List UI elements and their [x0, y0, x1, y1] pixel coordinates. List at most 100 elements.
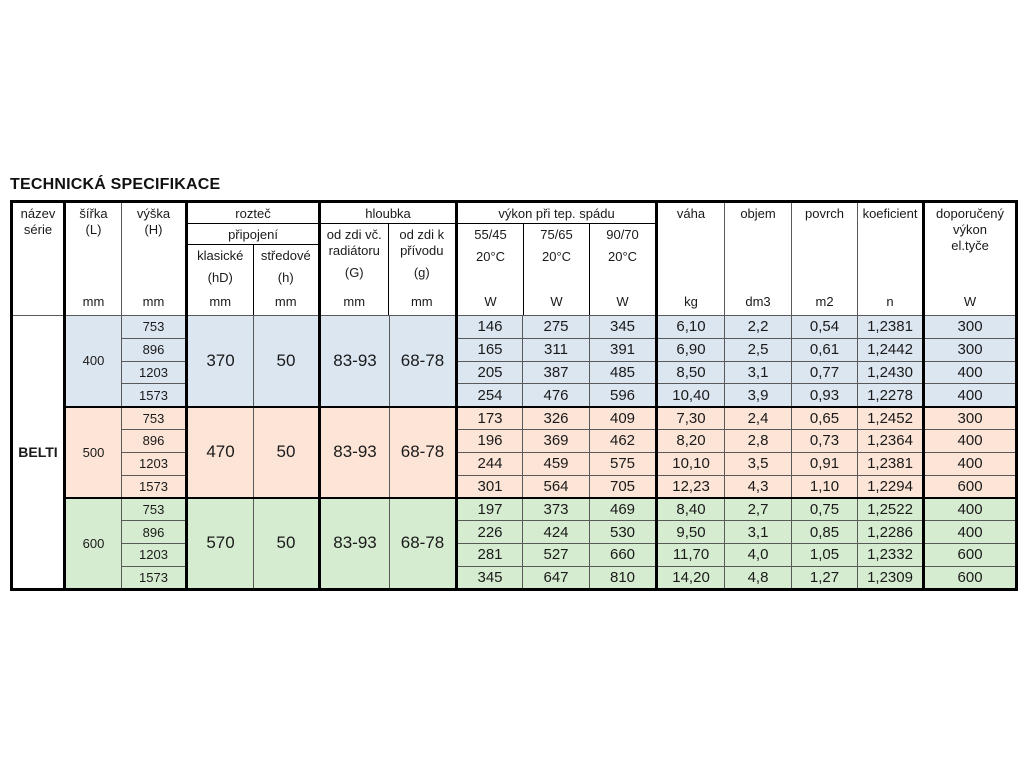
power-7565-cell: 647 — [522, 565, 591, 590]
depth-wall-line1: od zdi vč. — [326, 227, 382, 242]
width-cell: 400 — [64, 314, 122, 408]
coefficient-header-unit: n — [886, 294, 894, 309]
volume-cell: 4,0 — [724, 542, 793, 567]
series-name-cell: BELTI — [11, 315, 66, 590]
volume-cell: 4,3 — [724, 474, 793, 499]
power-7565-cell: 311 — [522, 337, 591, 362]
power-7565-cell: 387 — [522, 360, 591, 385]
surface-cell: 1,27 — [791, 565, 859, 590]
surface-cell: 0,54 — [791, 315, 859, 339]
table-row: BELTI 400 753 370 50 83-93 68-78 146 275 345 6,10 2… — [11, 314, 1018, 590]
weight-header-unit: kg — [684, 294, 698, 309]
depth-supply-cell: 68-78 — [388, 314, 459, 408]
pitch-classic-unit: mm — [209, 294, 232, 309]
height-header-unit: mm — [142, 294, 165, 309]
power-7565-temp: 20°C — [541, 249, 572, 264]
weight-cell: 9,50 — [656, 520, 726, 544]
coefficient-cell: 1,2522 — [857, 496, 926, 522]
power-5545-cell: 173 — [456, 405, 524, 430]
width-cell: 500 — [64, 405, 122, 499]
table-row: 1573 345 647 810 14,20 4,8 1,27 1,2309 600 — [12, 565, 1018, 590]
power-9070-cell: 596 — [589, 383, 659, 408]
depth-subcolumns: od zdi vč. radiátoru (G) mm od zdi k pří… — [321, 224, 454, 315]
power-7565-cell: 326 — [522, 405, 591, 430]
surface-header-label: povrch — [805, 206, 845, 221]
height-cell: 1203 — [121, 542, 188, 567]
pitch-classic-cell: 470 — [186, 405, 254, 499]
height-cell: 1573 — [121, 383, 188, 408]
height-cell: 896 — [121, 337, 188, 362]
pitch-subcolumns: klasické (hD) mm středové (h) mm — [188, 245, 317, 315]
power-9070-cell: 391 — [589, 337, 659, 362]
pitch-central-label: středové — [260, 248, 311, 263]
power-7565-cell: 373 — [522, 496, 591, 522]
col-header-weight: váha kg — [656, 201, 726, 316]
pitch-central-unit: mm — [274, 294, 297, 309]
power-9070-cell: 575 — [589, 451, 659, 476]
power-5545-cell: 301 — [456, 474, 524, 499]
table-row: 500 753 470 50 83-93 68-78 173 326 409 7,30 2,4 0,6… — [12, 405, 1018, 499]
volume-cell: 2,2 — [724, 315, 793, 339]
weight-cell: 14,20 — [656, 565, 726, 590]
power-7565-cell: 369 — [522, 428, 591, 453]
depth-wall-cell: 83-93 — [319, 496, 390, 590]
volume-cell: 3,1 — [724, 520, 793, 544]
depth-group-title: hloubka — [321, 203, 454, 224]
power-5545-cell: 345 — [456, 565, 524, 590]
pitch-central-cell: 50 — [253, 405, 321, 499]
pitch-group-title: rozteč — [188, 203, 317, 224]
weight-cell: 8,40 — [656, 496, 726, 522]
coefficient-cell: 1,2278 — [857, 383, 926, 408]
col-group-pitch: rozteč připojení klasické (hD) mm středo… — [186, 201, 321, 316]
coefficient-cell: 1,2442 — [857, 337, 926, 362]
coefficient-cell: 1,2294 — [857, 474, 926, 499]
weight-cell: 10,10 — [656, 451, 726, 476]
coefficient-cell: 1,2381 — [857, 315, 926, 339]
height-cell: 896 — [121, 428, 188, 453]
power-7565-cell: 564 — [522, 474, 591, 499]
height-cell: 753 — [121, 405, 188, 430]
recommended-power-cell: 400 — [923, 360, 1018, 385]
power-5545-cell: 281 — [456, 542, 524, 567]
col-header-power-9070: 90/70 20°C W — [589, 224, 654, 315]
coefficient-header-label: koeficient — [862, 206, 918, 221]
table-row: 896 226 424 530 9,50 3,1 0,85 1,2286 400 — [12, 520, 1018, 544]
volume-cell: 2,5 — [724, 337, 793, 362]
col-group-power: výkon při tep. spádu 55/45 20°C W 75/65 … — [456, 201, 659, 316]
table-row: 1203 244 459 575 10,10 3,5 0,91 1,2381 400 — [12, 451, 1018, 476]
height-cell: 896 — [121, 520, 188, 544]
surface-cell: 1,05 — [791, 542, 859, 567]
height-header-label: výška — [136, 206, 171, 221]
weight-cell: 12,23 — [656, 474, 726, 499]
depth-wall-line2: radiátoru — [328, 243, 380, 258]
spec-table: název série šířka (L) mm výška (H) — [10, 200, 1019, 591]
col-header-pitch-central: středové (h) mm — [252, 245, 317, 315]
power-9070-cell: 810 — [589, 565, 659, 590]
surface-cell: 0,61 — [791, 337, 859, 362]
table-row: 1203 205 387 485 8,50 3,1 0,77 1,2430 400 — [12, 360, 1018, 385]
col-header-depth-supply: od zdi k přívodu (g) mm — [387, 224, 454, 315]
power-7565-label: 75/65 — [540, 227, 573, 242]
col-header-recommended-power: doporučený výkon el.tyče W — [923, 201, 1018, 316]
power-5545-cell: 226 — [456, 520, 524, 544]
spec-table-body: BELTI 400 753 370 50 83-93 68-78 146 275 345 6,10 2… — [11, 314, 1018, 590]
pitch-central-cell: 50 — [253, 496, 321, 590]
table-row: 896 165 311 391 6,90 2,5 0,61 1,2442 300 — [12, 337, 1018, 362]
surface-cell: 0,91 — [791, 451, 859, 476]
recommended-power-cell: 400 — [923, 383, 1018, 408]
depth-supply-cell: 68-78 — [388, 405, 459, 499]
col-header-depth-wall: od zdi vč. radiátoru (G) mm — [321, 224, 388, 315]
weight-cell: 8,20 — [656, 428, 726, 453]
weight-cell: 8,50 — [656, 360, 726, 385]
power-7565-cell: 275 — [522, 315, 591, 339]
table-row: 896 196 369 462 8,20 2,8 0,73 1,2364 400 — [12, 428, 1018, 453]
depth-wall-unit: mm — [343, 294, 366, 309]
power-9070-cell: 462 — [589, 428, 659, 453]
recommended-header-unit: W — [963, 294, 977, 309]
surface-cell: 0,77 — [791, 360, 859, 385]
volume-header-unit: dm3 — [745, 294, 771, 309]
power-7565-cell: 459 — [522, 451, 591, 476]
coefficient-cell: 1,2452 — [857, 405, 926, 430]
recommended-power-cell: 400 — [923, 520, 1018, 544]
